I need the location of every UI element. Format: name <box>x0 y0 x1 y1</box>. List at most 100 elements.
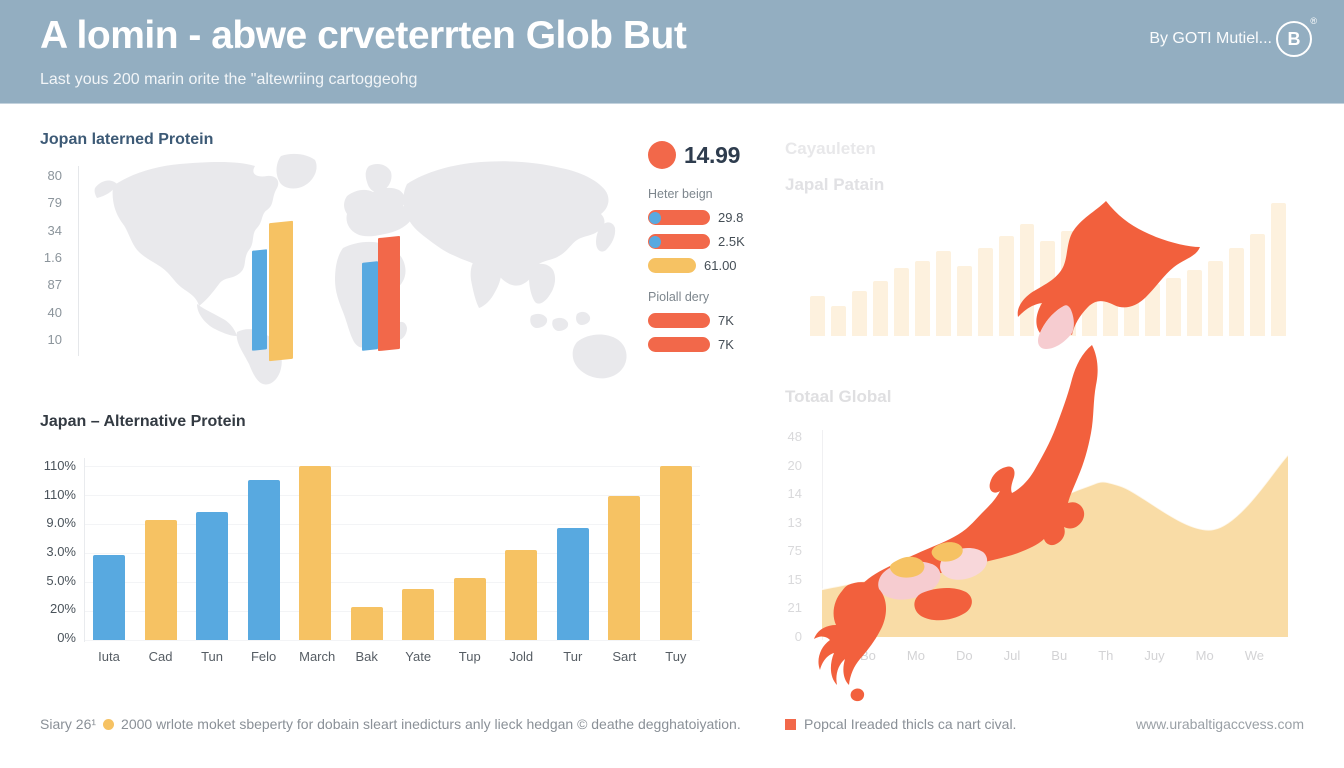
x-axis-label: Juy <box>1144 648 1165 663</box>
bar-jold <box>505 550 538 640</box>
japan-pink-region <box>1038 305 1074 349</box>
y-axis-label: 13 <box>787 514 802 530</box>
legend-panel: 14.99 Heter beign 29.8 2.5K 61.00 Piolal… <box>648 140 766 352</box>
legend-item-value: 7K <box>718 313 734 328</box>
y-axis-label: 40 <box>47 304 62 320</box>
y-axis-label: 3.0% <box>46 543 76 559</box>
bar-tur <box>556 528 589 640</box>
x-axis-label: March <box>299 649 336 664</box>
background-bar <box>1208 261 1224 336</box>
background-bar <box>1250 234 1265 336</box>
legend-item-value: 7K <box>718 337 734 352</box>
y-axis-label: 0% <box>57 629 76 645</box>
bar-chart-axis-line <box>84 458 85 642</box>
y-axis-label: 75 <box>787 543 802 559</box>
bar-chart-gridlines <box>85 466 700 642</box>
background-bar <box>935 251 951 336</box>
footer-note-left: Siary 26¹ 2000 wrlote moket sbeperty for… <box>40 716 741 732</box>
y-axis-label: 0 <box>794 628 802 644</box>
right-panel-title-2: Japal Patain <box>785 175 885 194</box>
y-axis-label: 15 <box>787 571 802 587</box>
header-band: A lomin - abwe crveterrten Glob But Last… <box>0 0 1344 104</box>
orange-pill-icon <box>648 234 710 249</box>
x-axis-label: Bu <box>1051 648 1068 663</box>
area-chart-y-axis: 48 20 14 13 75 15 21 0 <box>772 429 802 644</box>
japan-hokkaido-shape <box>1017 201 1200 335</box>
orange-pill-icon <box>648 313 710 328</box>
bar-tup <box>453 578 486 640</box>
y-axis-label: 34 <box>47 222 62 238</box>
orange-square-icon <box>785 718 796 730</box>
x-axis-label: Jold <box>509 649 534 664</box>
footer-text: 2000 wrlote moket sbeperty for dobain sl… <box>121 716 741 732</box>
bar-yate <box>402 589 435 640</box>
legend-item-value: 29.8 <box>718 210 744 225</box>
bar-chart-y-axis: 110% 110% 9.0% 3.0% 5.0% 20% 0% <box>30 458 76 645</box>
x-axis-label: Bak <box>355 649 378 664</box>
background-bar <box>851 291 867 336</box>
x-axis-label: Yate <box>405 649 432 664</box>
bar-march <box>299 466 332 640</box>
japan-map <box>814 201 1200 702</box>
background-bar <box>1270 203 1286 336</box>
y-axis-label: 14 <box>787 486 802 502</box>
world-chart-axis-line <box>78 166 79 356</box>
y-axis-label: 79 <box>47 195 62 211</box>
world-section-title: Jopan laterned Protein <box>40 131 214 148</box>
background-bar <box>1145 284 1161 336</box>
bar-bak <box>350 607 383 640</box>
x-axis-label: Tur <box>563 649 583 664</box>
bar-iuta <box>93 555 125 640</box>
background-bar <box>893 268 909 336</box>
page-subtitle: Last yous 200 marin orite the "altewriin… <box>40 71 418 88</box>
x-axis-label: Th <box>1098 648 1114 663</box>
japan-shikoku-shape <box>914 587 972 621</box>
registered-mark-icon: ® <box>1310 16 1317 26</box>
x-axis-label: We <box>1244 648 1264 663</box>
background-bar <box>872 281 888 336</box>
legend-item: 2.5K <box>648 234 766 249</box>
blue-tip-icon <box>649 235 661 248</box>
background-bar <box>810 296 825 336</box>
bar-sart <box>608 496 641 640</box>
y-axis-label: 110% <box>43 458 76 473</box>
x-axis-label: Mo <box>1195 648 1214 663</box>
x-axis-label: Tun <box>201 649 224 664</box>
background-bar <box>1187 270 1203 336</box>
japan-honshu-shape <box>858 345 1098 596</box>
background-bar <box>956 266 972 336</box>
footer-prefix: Siary 26¹ <box>40 716 97 732</box>
x-axis-label: Iuta <box>98 649 120 664</box>
bar-chart-plot <box>85 450 700 640</box>
legend-item: 61.00 <box>648 258 766 273</box>
right-panel-title-1: Cayauleten <box>785 139 876 158</box>
blue-tip-icon <box>649 211 661 224</box>
y-axis-label: 21 <box>787 600 802 616</box>
total-global-title: Totaal Global <box>785 387 892 406</box>
world-ribbon-bar-blue <box>252 249 267 351</box>
y-axis-label: 87 <box>47 277 62 293</box>
page-title: A lomin - abwe crveterrten Glob But <box>40 14 687 57</box>
y-axis-label: 48 <box>787 429 802 444</box>
background-bar <box>914 261 930 336</box>
x-axis-label: Tup <box>458 649 481 664</box>
world-ribbon-bar-blue <box>362 261 378 351</box>
world-chart-y-axis: 80 79 34 1.6 87 40 10 <box>30 168 62 347</box>
bar-chart-x-axis: Iuta Cad Tun Felo March Bak Yate Tup Jold Tur Sart… <box>85 649 700 664</box>
orange-dot-icon <box>648 141 676 169</box>
website-url: www.urabaltigaccvess.com <box>1135 716 1304 732</box>
legend-item-value: 61.00 <box>704 258 737 273</box>
y-axis-label: 10 <box>47 331 62 347</box>
legend-item: 7K <box>648 313 766 328</box>
bar-tun <box>196 512 229 640</box>
x-axis-label: Mo <box>906 648 925 663</box>
x-axis-label: Cad <box>148 649 173 664</box>
orange-pill-icon <box>648 337 710 352</box>
brand-logo-icon: B <box>1276 21 1312 57</box>
yellow-dot-icon <box>103 718 115 730</box>
background-bar <box>977 248 993 336</box>
background-bar <box>1229 248 1245 336</box>
legend-item: 7K <box>648 337 766 352</box>
y-axis-label: 80 <box>47 168 62 183</box>
